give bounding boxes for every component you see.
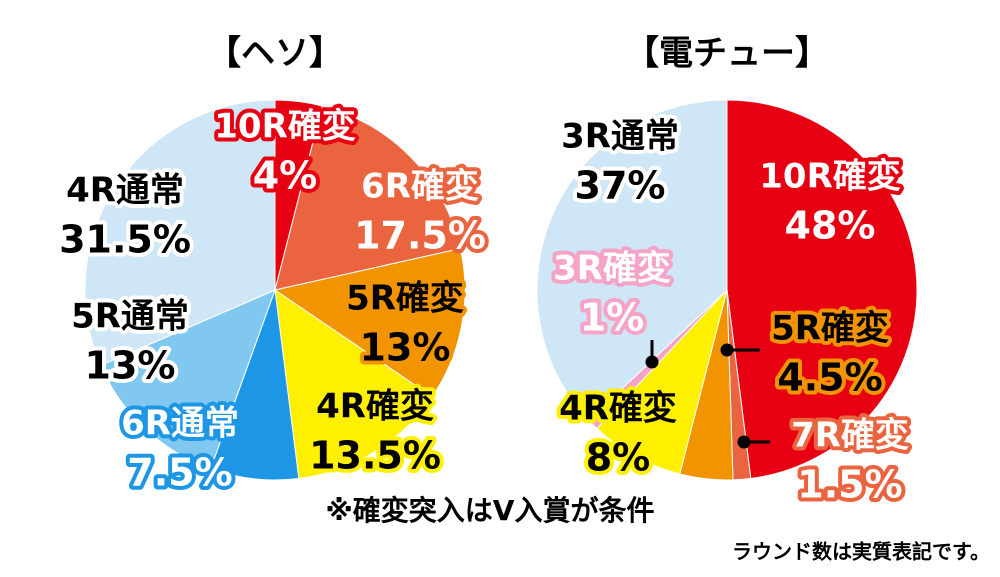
leader-lines xyxy=(645,340,770,449)
pie-slice xyxy=(536,99,728,421)
annotation: ラウンド数は実質表記です。 xyxy=(732,540,990,564)
slice-value-label: 1% xyxy=(580,296,645,340)
slice-value-label: 13.5% xyxy=(309,434,441,478)
slice-value-label: 17.5% xyxy=(354,214,486,258)
slice-label: 6R通常 xyxy=(121,404,239,444)
pie-slice xyxy=(726,99,918,480)
pie-slice xyxy=(99,289,276,470)
pie-slice xyxy=(596,289,728,475)
slice-value-label: 13% xyxy=(360,326,451,370)
slice-label: 6R確変 xyxy=(361,167,479,207)
slice-value-label: 1.5% xyxy=(797,463,902,507)
pie-slice xyxy=(273,247,466,398)
slice-value-label: 8% xyxy=(586,436,651,480)
slice-label: 5R確変 xyxy=(771,309,889,349)
pie-slice xyxy=(274,288,433,480)
slice-label: 7R確変 xyxy=(791,416,909,456)
slice-label: 10R確変 xyxy=(214,107,356,147)
slice-label: 5R通常 xyxy=(71,297,189,337)
slice-value-label: 37% xyxy=(575,164,666,208)
slice-label: 4R通常 xyxy=(66,171,184,211)
leader-dot xyxy=(737,435,751,449)
chart-title: 【ヘソ】 xyxy=(207,34,343,74)
slice-value-label: 31.5% xyxy=(59,218,191,262)
slice-label: 5R確変 xyxy=(346,279,464,319)
chart-title: 【電チュー】 xyxy=(625,34,829,74)
slice-value-label: 13% xyxy=(85,344,176,388)
leader-dot xyxy=(645,355,659,369)
slice-value-label: 7.5% xyxy=(127,451,232,495)
slice-value-label: 4.5% xyxy=(777,356,882,400)
leader-dot xyxy=(720,343,734,357)
slice-value-label: 48% xyxy=(785,204,876,248)
slice-value-label: 4% xyxy=(253,154,318,198)
pie-slice xyxy=(84,99,276,367)
pie-slice xyxy=(274,105,462,291)
slice-label: 3R確変 xyxy=(553,249,671,289)
slice-label: 3R通常 xyxy=(561,117,679,157)
slice-label: 10R確変 xyxy=(759,157,901,197)
slice-label: 4R確変 xyxy=(316,387,434,427)
annotation: ※確変突入はV入賞が条件 xyxy=(326,494,655,527)
slice-label: 4R確変 xyxy=(559,389,677,429)
